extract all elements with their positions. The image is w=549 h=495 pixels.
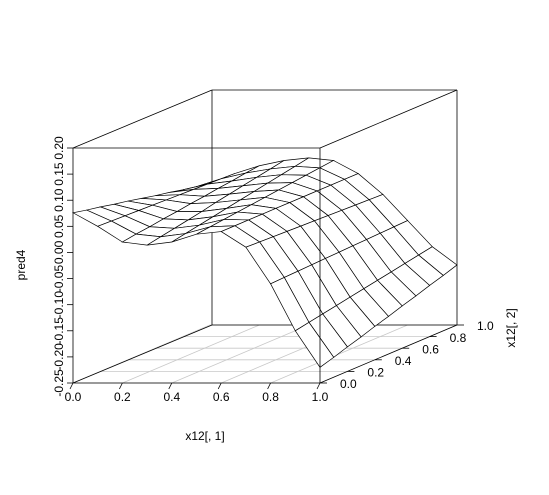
surface-cell — [294, 321, 335, 368]
surface — [71, 157, 458, 368]
box-edge — [72, 324, 213, 384]
z-axis-label: pred4 — [14, 249, 28, 280]
grid-line — [270, 324, 408, 384]
x-axis-label: x12[, 1] — [185, 429, 224, 443]
box-edge — [319, 89, 458, 149]
box-front — [72, 148, 458, 384]
ticks: -0.25-0.20-0.15-0.10-0.050.00 0.05 0.10 0.1… — [52, 136, 494, 404]
y-tick-label: 0.8 — [450, 331, 467, 345]
y-tick-label: 0.0 — [340, 377, 357, 391]
y-tick-label: 0.2 — [367, 366, 384, 380]
x-tick-label: 1.0 — [312, 390, 329, 404]
z-tick-label: -0.15 — [52, 317, 66, 345]
z-tick-label: 0.15 — [52, 162, 66, 186]
z-tick-label: 0.20 — [52, 136, 66, 160]
z-tick-label: -0.10 — [52, 291, 66, 319]
x-tick — [168, 382, 173, 390]
x-tick-label: 0.2 — [114, 390, 131, 404]
x-tick-label: 0.8 — [262, 390, 279, 404]
x-tick-label: 0.0 — [65, 390, 82, 404]
z-tick-label: -0.20 — [52, 343, 66, 371]
z-tick-label: 0.05 — [52, 214, 66, 238]
x-tick — [316, 382, 321, 390]
box-edge — [319, 324, 458, 384]
grid-line — [122, 324, 260, 384]
box-edge — [72, 89, 213, 149]
x-tick — [267, 382, 271, 390]
x-tick — [69, 382, 74, 390]
z-tick-label: -0.25 — [52, 369, 66, 397]
z-tick-label: 0.10 — [52, 188, 66, 212]
grid-line — [171, 324, 309, 384]
y-axis-label: x12[, 2] — [504, 308, 518, 347]
x-tick-label: 0.4 — [163, 390, 180, 404]
x-tick — [217, 382, 222, 390]
x-tick-label: 0.6 — [213, 390, 230, 404]
y-tick-label: 1.0 — [477, 319, 494, 333]
z-tick-label: -0.05 — [52, 265, 66, 293]
z-tick-label: 0.00 — [52, 240, 66, 264]
x-tick — [119, 382, 123, 390]
y-tick-label: 0.4 — [395, 354, 412, 368]
y-tick-label: 0.6 — [422, 342, 439, 356]
